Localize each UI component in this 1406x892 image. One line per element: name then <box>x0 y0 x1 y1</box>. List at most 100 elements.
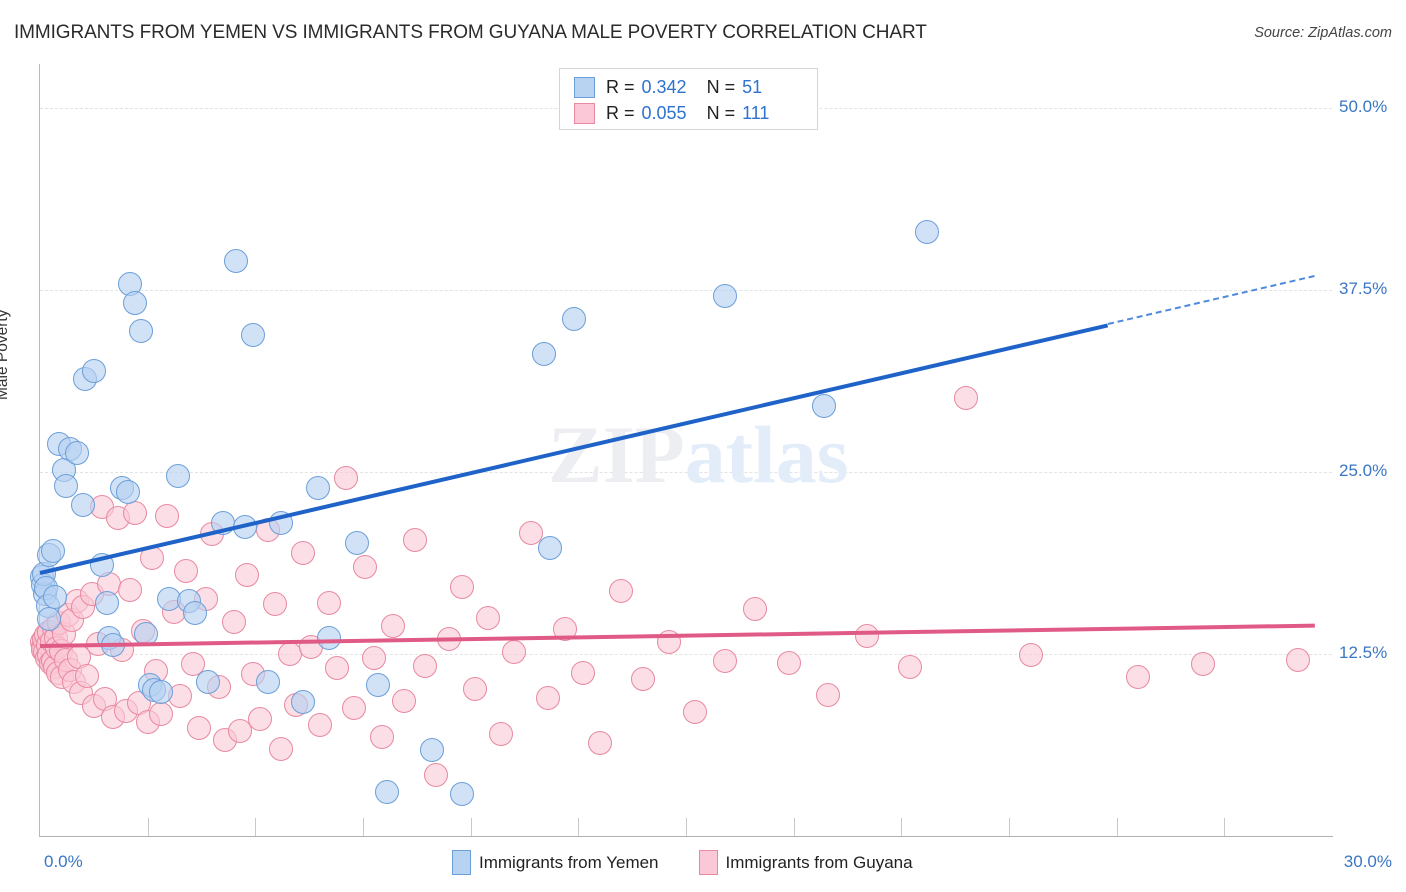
data-point <box>562 306 587 331</box>
x-axis-tick <box>578 818 580 836</box>
data-point <box>232 515 257 540</box>
data-point <box>129 318 154 343</box>
y-axis-title: Male Poverty <box>0 309 11 400</box>
x-axis-tick <box>470 818 472 836</box>
data-point <box>139 545 164 570</box>
data-point <box>133 621 158 646</box>
data-point <box>299 634 324 659</box>
data-point <box>1018 643 1043 668</box>
data-point <box>630 666 655 691</box>
data-point <box>366 672 391 697</box>
data-point <box>195 669 220 694</box>
data-point <box>1190 652 1215 677</box>
data-point <box>122 290 147 315</box>
data-point <box>536 685 561 710</box>
stats-row-yemen: R = 0.342 N = 51 <box>574 74 762 100</box>
watermark-atlas: atlas <box>684 409 849 500</box>
data-point <box>742 596 767 621</box>
gridline <box>40 653 1332 655</box>
stats-r-label-guyana: R = <box>606 102 635 123</box>
watermark-zip: ZIP <box>548 409 685 500</box>
x-axis-tick <box>1009 818 1010 836</box>
data-point <box>953 385 978 410</box>
stats-swatch-guyana <box>574 102 595 124</box>
data-point <box>370 724 395 749</box>
source-attribution: Source: ZipAtlas.com <box>1254 25 1392 41</box>
data-point <box>221 609 246 634</box>
data-point <box>570 660 595 685</box>
stats-n-value-guyana: 111 <box>742 102 770 123</box>
data-point <box>269 736 294 761</box>
gridline <box>40 289 1332 291</box>
page-title: IMMIGRANTS FROM YEMEN VS IMMIGRANTS FROM… <box>14 22 927 43</box>
data-point <box>174 558 199 583</box>
data-point <box>316 625 341 650</box>
data-point <box>915 219 940 244</box>
data-point <box>148 701 173 726</box>
data-point <box>116 480 141 505</box>
data-point <box>712 649 737 674</box>
data-point <box>587 730 612 755</box>
data-point <box>413 653 438 678</box>
data-point <box>40 538 65 563</box>
data-point <box>682 700 707 725</box>
x-axis-line <box>39 836 1333 837</box>
data-point <box>437 627 462 652</box>
data-point <box>234 563 259 588</box>
x-axis-max-label: 30.0% <box>1343 852 1392 871</box>
data-point <box>256 669 281 694</box>
y-axis-tick-label: 25.0% <box>1339 460 1388 480</box>
data-point <box>316 590 341 615</box>
data-point <box>36 606 61 631</box>
x-axis-tick <box>686 818 687 836</box>
data-point <box>325 656 350 681</box>
data-point <box>269 510 294 535</box>
x-axis-min-label: 0.0% <box>44 852 83 871</box>
data-point <box>122 500 147 525</box>
data-point <box>553 617 578 642</box>
data-point <box>344 531 369 556</box>
data-point <box>333 465 358 490</box>
x-axis-tick <box>1116 818 1118 836</box>
data-point <box>43 585 68 610</box>
data-point <box>307 713 332 738</box>
correlation-stats-box: R = 0.342 N = 51 R = 0.055 N = 111 <box>559 68 818 130</box>
legend-label-yemen[interactable]: Immigrants from Yemen <box>479 852 659 872</box>
data-point <box>538 535 563 560</box>
y-axis-tick-label: 50.0% <box>1339 96 1388 116</box>
stats-n-label-guyana: N = <box>706 102 736 123</box>
y-axis-line <box>39 64 40 836</box>
legend-swatch-guyana[interactable] <box>698 850 718 875</box>
data-point <box>64 440 89 465</box>
data-point <box>155 503 180 528</box>
data-point <box>290 689 315 714</box>
data-point <box>305 475 330 500</box>
trend-line-yemen <box>39 323 1109 575</box>
stats-r-label-yemen: R = <box>606 76 635 97</box>
data-point <box>897 655 922 680</box>
data-point <box>187 716 212 741</box>
data-point <box>361 646 386 671</box>
data-point <box>712 283 737 308</box>
y-axis-tick-label: 37.5% <box>1339 278 1388 298</box>
data-point <box>353 554 378 579</box>
data-point <box>450 781 475 806</box>
x-axis-tick <box>901 818 903 836</box>
data-point <box>531 341 556 366</box>
stats-row-guyana: R = 0.055 N = 111 <box>574 100 769 126</box>
data-point <box>450 574 475 599</box>
stats-n-label-yemen: N = <box>706 76 736 97</box>
data-point <box>475 605 500 630</box>
x-axis-tick <box>793 818 795 836</box>
data-point <box>1126 665 1151 690</box>
data-point <box>247 707 272 732</box>
data-point <box>424 762 449 787</box>
legend-label-guyana[interactable]: Immigrants from Guyana <box>725 852 913 872</box>
data-point <box>223 248 248 273</box>
legend-swatch-yemen[interactable] <box>452 850 471 875</box>
data-point <box>816 682 841 707</box>
data-point <box>419 738 444 763</box>
stats-swatch-yemen <box>574 76 595 98</box>
data-point <box>854 624 879 649</box>
